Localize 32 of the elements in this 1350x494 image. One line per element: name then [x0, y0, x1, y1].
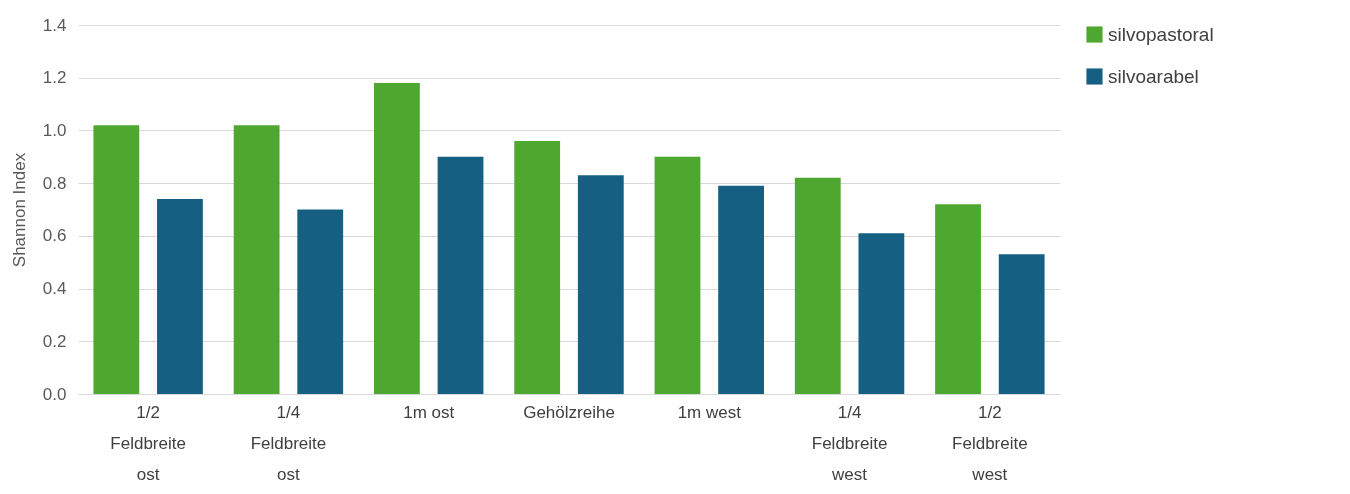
x-tick-label: 1/4 Feldbreite ost: [250, 402, 327, 484]
y-tick-label: 1.0: [42, 120, 67, 140]
bar: [514, 140, 561, 394]
y-tick-label: 0.2: [42, 331, 67, 351]
y-tick-label: 0.8: [42, 173, 67, 193]
x-tick-label: 1m west: [677, 402, 742, 422]
bar: [858, 233, 905, 394]
bar: [935, 204, 981, 394]
bar: [297, 209, 344, 394]
bar: [233, 125, 280, 394]
bar: [654, 156, 701, 394]
bar: [374, 82, 420, 394]
y-tick-label: 0.4: [42, 279, 67, 299]
bar: [157, 198, 203, 394]
bar: [577, 175, 624, 394]
bar: [93, 125, 140, 394]
y-tick-label: 0.6: [42, 226, 67, 246]
y-axis-title: Shannon Index: [9, 152, 29, 268]
y-tick-label: 1.4: [42, 15, 67, 35]
x-tick-label: 1/2 Feldbreite ost: [110, 402, 186, 484]
legend-label: silvopastoral: [1108, 23, 1214, 45]
y-tick-label: 0.0: [42, 384, 67, 404]
x-tick-label: Gehölzreihe: [523, 402, 615, 422]
x-tick-label: 1m ost: [403, 402, 455, 422]
x-tick-label: 1/2 Feldbreite west: [952, 402, 1028, 484]
bar: [718, 185, 764, 394]
bar: [437, 156, 484, 394]
bar: [998, 254, 1045, 394]
x-tick-label: 1/4 Feldbreite west: [811, 402, 888, 484]
y-tick-label: 1.2: [42, 68, 67, 88]
bar: [794, 177, 841, 394]
legend-label: silvoarabel: [1108, 65, 1199, 87]
